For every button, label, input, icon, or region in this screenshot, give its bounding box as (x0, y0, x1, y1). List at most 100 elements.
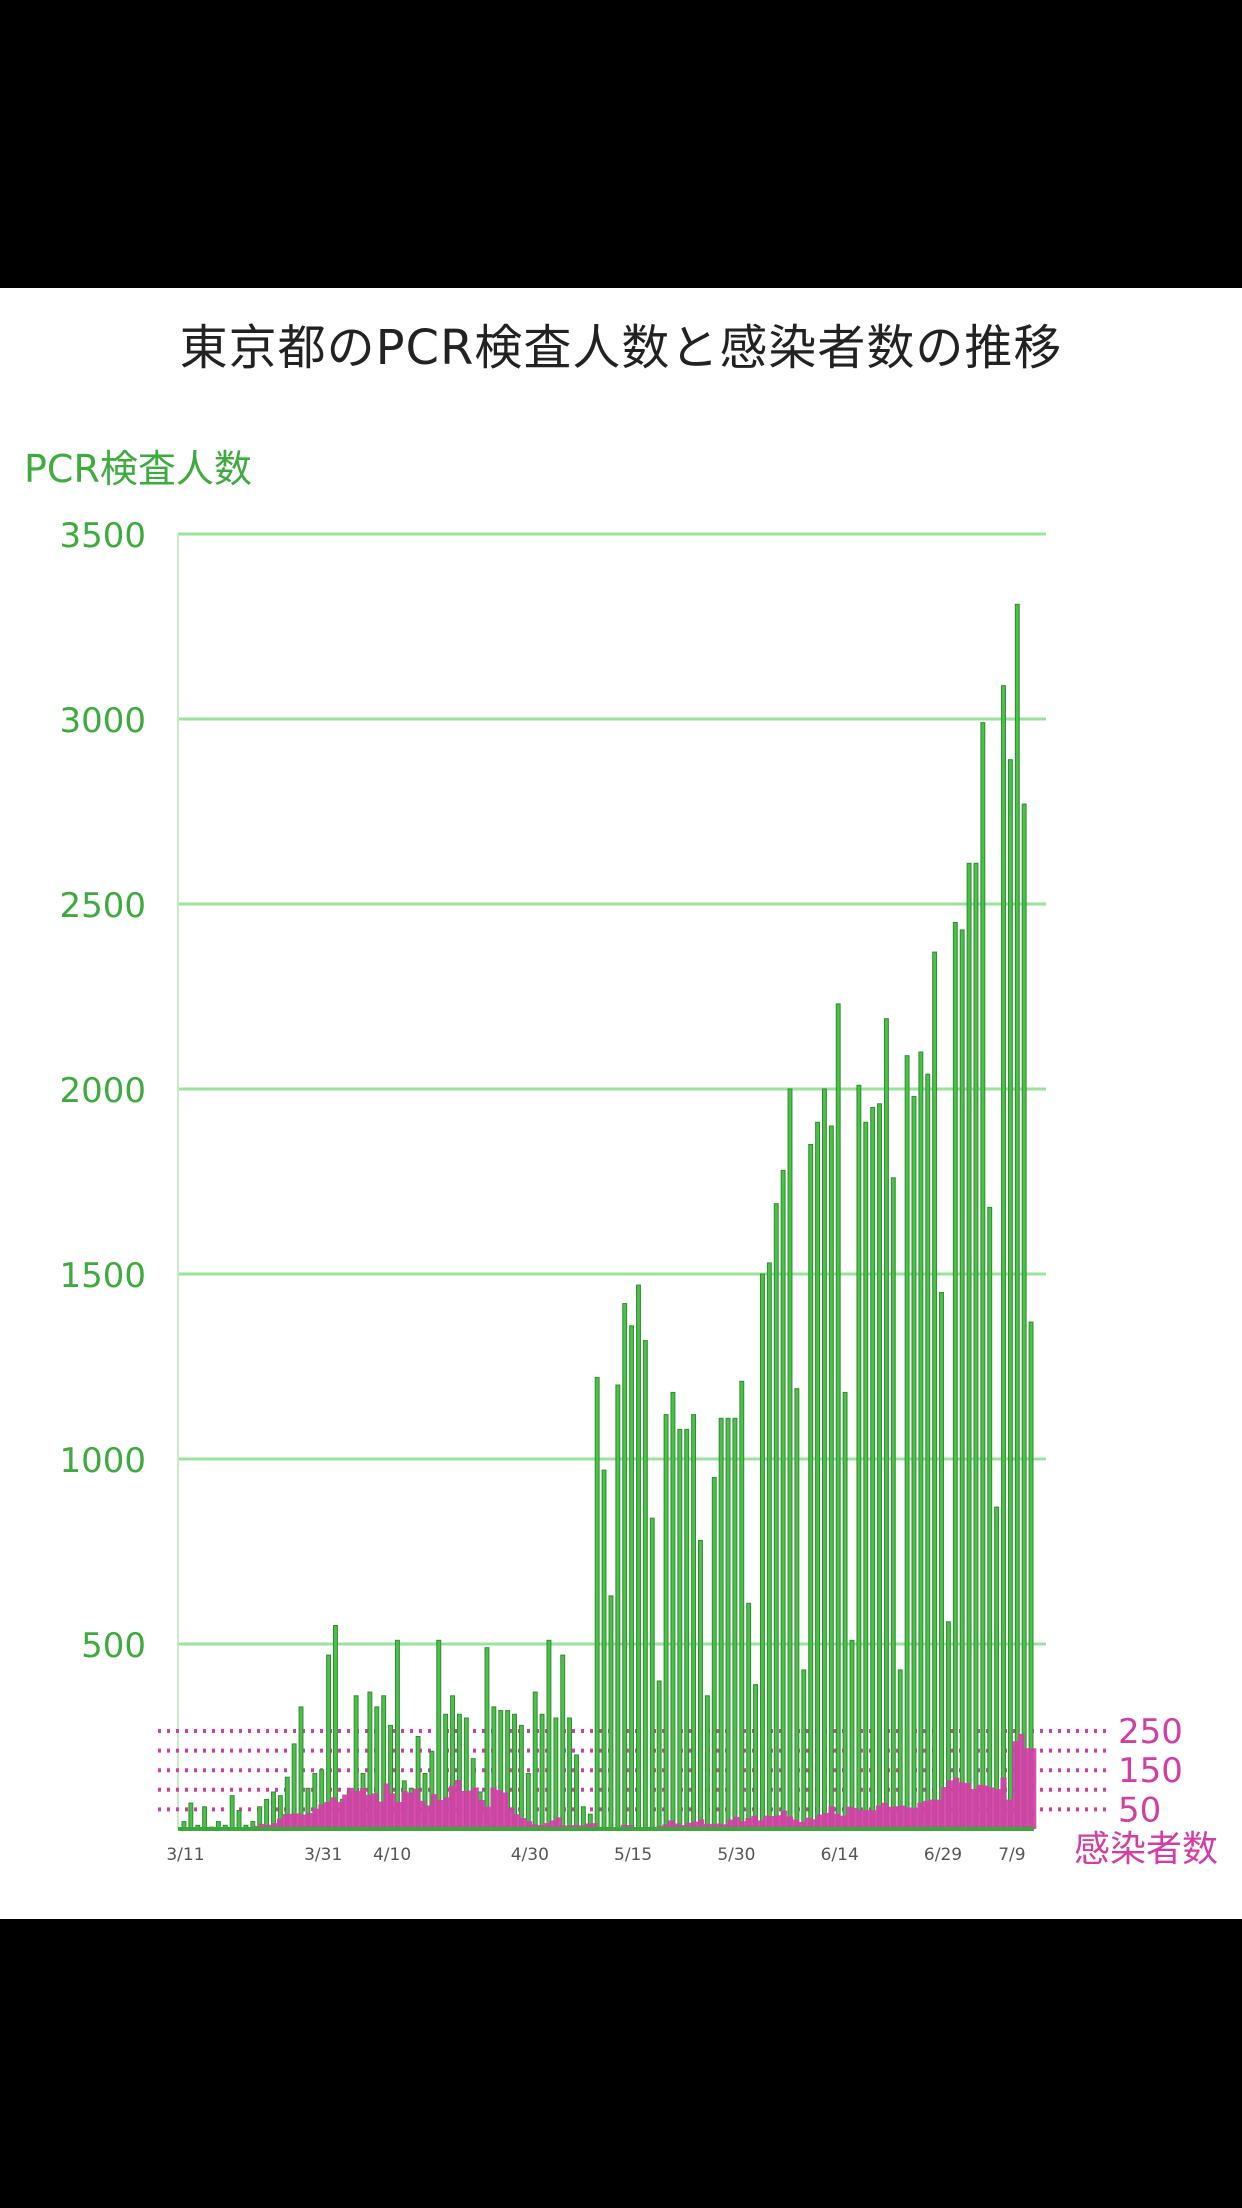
infection-bar (300, 1814, 307, 1829)
infection-bar (976, 1784, 983, 1829)
infection-bar (822, 1812, 829, 1829)
pcr-bar (567, 1717, 573, 1830)
grid-lines (177, 532, 1046, 1829)
pcr-bar (656, 1680, 662, 1830)
infection-bar (709, 1823, 717, 1829)
infection-bar (733, 1816, 740, 1829)
infection-bar (431, 1794, 438, 1829)
pcr-bar (1021, 803, 1027, 1830)
infection-bar (692, 1821, 699, 1829)
pcr-bar (890, 1177, 896, 1830)
pcr-bar (1014, 603, 1020, 1830)
infection-bar (674, 1823, 681, 1829)
pcr-bar (732, 1417, 738, 1830)
infection-bar (294, 1813, 301, 1829)
infection-series (182, 1733, 1037, 1829)
pcr-bar (622, 1303, 628, 1830)
infection-bar (668, 1820, 675, 1829)
infection-bar (288, 1813, 295, 1829)
pcr-bar (822, 1088, 827, 1830)
pcr-bar (815, 1121, 821, 1830)
infection-bar (775, 1815, 782, 1829)
x-tick-label: 6/14 (821, 1845, 859, 1865)
infection-bar (846, 1806, 853, 1829)
pcr-bar (1007, 759, 1013, 1830)
pcr-bar (649, 1517, 655, 1830)
pcr-bar (395, 1639, 400, 1830)
infection-bar (585, 1823, 592, 1829)
pcr-bar (753, 1684, 759, 1830)
infection-bar (389, 1793, 396, 1829)
x-tick-label: 3/11 (166, 1845, 204, 1865)
infection-bar (383, 1783, 390, 1829)
infection-bar (739, 1821, 746, 1829)
infection-bar (816, 1814, 823, 1829)
infection-bar (757, 1820, 764, 1829)
y-tick-label-2500: 2500 (59, 886, 146, 926)
infection-bar (905, 1807, 912, 1829)
pcr-bar (553, 1717, 559, 1830)
pcr-bar (677, 1428, 683, 1830)
infection-bar (591, 1823, 598, 1829)
infection-bar (798, 1821, 806, 1829)
infection-bar (911, 1807, 918, 1829)
infection-bar (330, 1797, 337, 1829)
pcr-bar (642, 1340, 648, 1830)
infection-bar (804, 1817, 811, 1829)
infection-bar (858, 1810, 865, 1829)
pcr-bar (601, 1469, 607, 1830)
infection-bar (935, 1799, 942, 1829)
chart-title: 東京都のPCR検査人数と感染者数の推移 (179, 320, 1063, 376)
infection-bar (840, 1815, 847, 1829)
infection-bar (875, 1805, 883, 1829)
x-tick-label: 7/9 (998, 1845, 1025, 1865)
pcr-bar (546, 1639, 552, 1830)
infection-bar (834, 1813, 841, 1829)
infection-bar (721, 1824, 728, 1829)
pcr-bar (704, 1695, 710, 1830)
pcr-bar (904, 1055, 910, 1830)
pcr-bar (725, 1417, 731, 1830)
infection-bar (348, 1787, 355, 1829)
infection-bar (1012, 1741, 1019, 1829)
infection-bar (460, 1790, 467, 1829)
pcr-bar (994, 1506, 1000, 1830)
x-tick-label: 3/31 (304, 1845, 342, 1865)
infection-bar (365, 1794, 373, 1829)
pcr-bar (842, 1391, 848, 1830)
infection-bar (929, 1799, 936, 1829)
infection-bar (514, 1814, 521, 1829)
infection-bar (810, 1819, 817, 1829)
pcr-bar (870, 1107, 876, 1830)
x-tick-label: 4/30 (511, 1845, 549, 1865)
infection-bar (401, 1790, 408, 1829)
pcr-bar (835, 1003, 841, 1830)
infection-bar (917, 1802, 924, 1829)
infection-bar (869, 1810, 877, 1829)
infection-bar (745, 1818, 752, 1829)
pcr-bar (877, 1103, 882, 1830)
infection-bar (786, 1816, 794, 1829)
pcr-bar (615, 1384, 621, 1830)
infection-bar (437, 1799, 444, 1829)
infection-bar (270, 1823, 278, 1829)
infection-bar (852, 1807, 859, 1829)
pcr-bar (229, 1795, 235, 1830)
infection-bar (952, 1777, 960, 1829)
infection-bar (994, 1789, 1001, 1829)
infection-bar (828, 1806, 835, 1829)
y-tick-label-500: 500 (81, 1626, 146, 1666)
infection-bar (620, 1824, 628, 1829)
pcr-bar (746, 1602, 752, 1830)
right-tick-label-150: 150 (1118, 1751, 1183, 1791)
infection-bar (531, 1824, 539, 1829)
infection-bar (413, 1788, 420, 1829)
pcr-bar (188, 1802, 194, 1830)
infection-bar (792, 1819, 800, 1829)
y-tick-label-2000: 2000 (59, 1071, 146, 1111)
infection-bar (964, 1783, 972, 1829)
pcr-bar (973, 862, 979, 1830)
infection-bar (763, 1815, 770, 1829)
pcr-bar (856, 1084, 862, 1830)
